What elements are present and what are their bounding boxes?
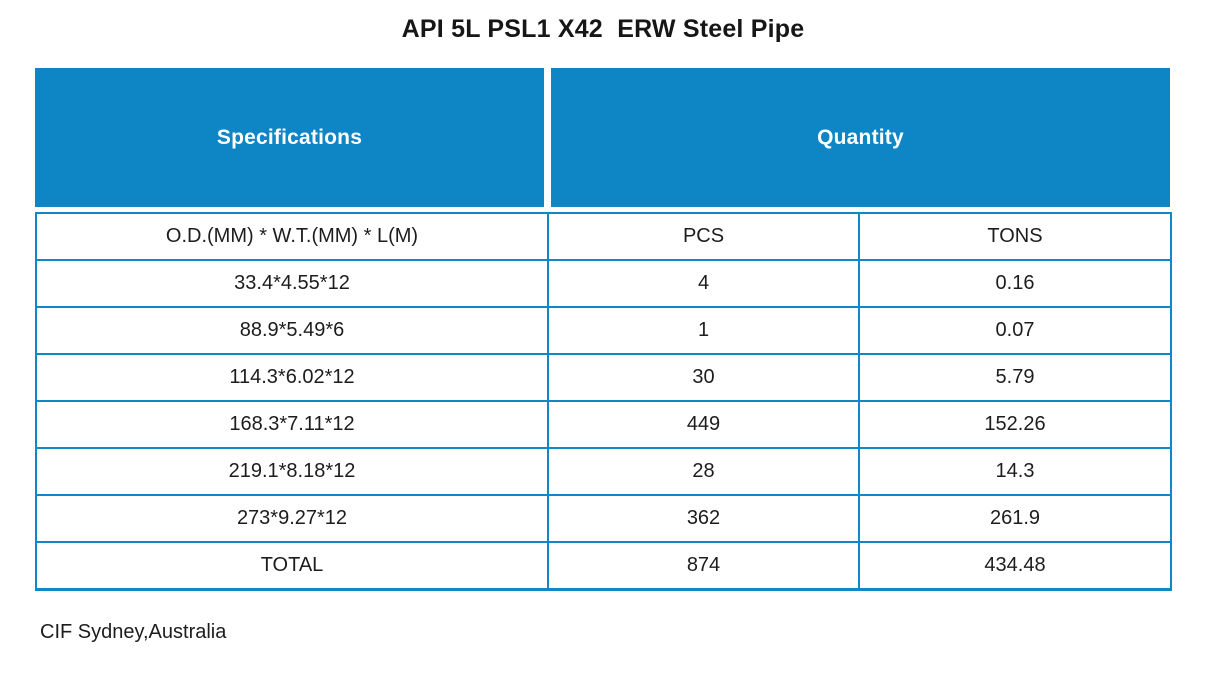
cell-pcs: 362: [547, 494, 860, 543]
cell-tons: 0.07: [858, 306, 1172, 355]
cell-spec: 33.4*4.55*12: [35, 259, 549, 308]
total-pcs: 874: [547, 541, 860, 590]
table-total-row: TOTAL 874 434.48: [35, 541, 1172, 590]
cell-pcs: 449: [547, 400, 860, 449]
cell-tons: 14.3: [858, 447, 1172, 496]
cell-pcs: 4: [547, 259, 860, 308]
subheader-tons: TONS: [858, 212, 1172, 261]
subheader-spec: O.D.(MM) * W.T.(MM) * L(M): [35, 212, 549, 261]
cell-pcs: 1: [547, 306, 860, 355]
total-tons: 434.48: [858, 541, 1172, 590]
table-body: O.D.(MM) * W.T.(MM) * L(M) PCS TONS 33.4…: [35, 212, 1172, 591]
steel-pipe-table: Specifications Quantity O.D.(MM) * W.T.(…: [35, 68, 1172, 591]
table-subheader-row: O.D.(MM) * W.T.(MM) * L(M) PCS TONS: [35, 212, 1172, 261]
cell-spec: 219.1*8.18*12: [35, 447, 549, 496]
table-row: 273*9.27*12 362 261.9: [35, 494, 1172, 543]
cell-pcs: 28: [547, 447, 860, 496]
cell-spec: 168.3*7.11*12: [35, 400, 549, 449]
table-row: 114.3*6.02*12 30 5.79: [35, 353, 1172, 402]
table-row: 33.4*4.55*12 4 0.16: [35, 259, 1172, 308]
header-quantity: Quantity: [551, 68, 1170, 207]
table-row: 219.1*8.18*12 28 14.3: [35, 447, 1172, 496]
cell-pcs: 30: [547, 353, 860, 402]
cell-tons: 152.26: [858, 400, 1172, 449]
total-label: TOTAL: [35, 541, 549, 590]
subheader-pcs: PCS: [547, 212, 860, 261]
cell-spec: 273*9.27*12: [35, 494, 549, 543]
header-specifications: Specifications: [35, 68, 544, 207]
cell-spec: 88.9*5.49*6: [35, 306, 549, 355]
cell-tons: 261.9: [858, 494, 1172, 543]
footer-note: CIF Sydney,Australia: [40, 621, 227, 643]
cell-tons: 5.79: [858, 353, 1172, 402]
table-header-row: Specifications Quantity: [35, 68, 1170, 207]
cell-spec: 114.3*6.02*12: [35, 353, 549, 402]
table-row: 168.3*7.11*12 449 152.26: [35, 400, 1172, 449]
page-title: API 5L PSL1 X42 ERW Steel Pipe: [401, 15, 805, 43]
cell-tons: 0.16: [858, 259, 1172, 308]
table-row: 88.9*5.49*6 1 0.07: [35, 306, 1172, 355]
